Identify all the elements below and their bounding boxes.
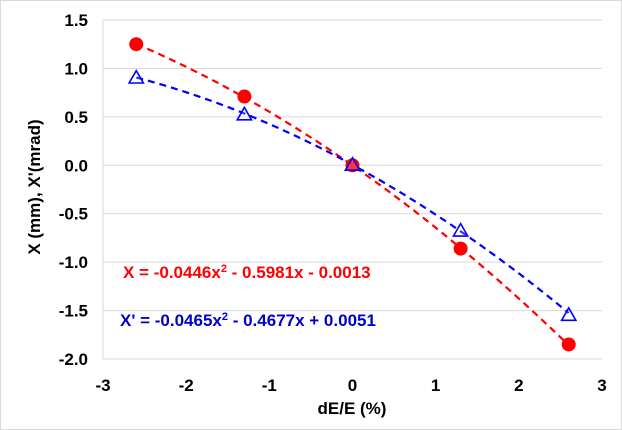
y-tick-label: -0.5 bbox=[59, 205, 88, 224]
x-tick-label: -1 bbox=[262, 376, 277, 395]
x-tick-label: 0 bbox=[348, 376, 357, 395]
x-tick-label: -3 bbox=[95, 376, 110, 395]
y-tick-label: 1.0 bbox=[64, 59, 88, 78]
x-axis-title: dE/E (%) bbox=[318, 399, 387, 418]
marker-triangle-series-1 bbox=[343, 156, 362, 171]
equation-x: X = -0.0446x2 - 0.5981x - 0.0013 bbox=[123, 263, 371, 282]
equation-x-prime: X' = -0.0465x2 - 0.4677x + 0.0051 bbox=[120, 311, 376, 330]
y-axis-title: X (mm), X'(mrad) bbox=[25, 119, 44, 254]
gridlines bbox=[102, 19, 602, 360]
x-tick-label: 2 bbox=[514, 376, 523, 395]
x-tick-label: 1 bbox=[431, 376, 440, 395]
marker-circle-series-0 bbox=[237, 89, 252, 104]
y-tick-label: -1.0 bbox=[59, 253, 88, 272]
marker-circle-series-0 bbox=[129, 37, 144, 52]
data-markers bbox=[127, 37, 578, 352]
marker-triangle-series-1 bbox=[235, 105, 253, 121]
y-tick-label: 1.5 bbox=[64, 11, 88, 30]
y-tick-label: -2.0 bbox=[59, 350, 88, 369]
marker-triangle-series-1 bbox=[452, 222, 470, 237]
marker-triangle-series-1 bbox=[560, 306, 578, 322]
marker-circle-series-0 bbox=[453, 241, 468, 256]
y-tick-labels: 1.5 1.0 0.5 0.0 -0.5 -1.0 -1.5 -2.0 bbox=[59, 11, 88, 369]
y-tick-label: 0.5 bbox=[64, 108, 88, 127]
x-tick-label: -2 bbox=[179, 376, 194, 395]
x-tick-label: 3 bbox=[597, 376, 606, 395]
marker-circle-series-0 bbox=[561, 337, 576, 352]
y-tick-label: 0.0 bbox=[64, 156, 88, 175]
marker-circle-series-0 bbox=[345, 158, 360, 173]
marker-triangle-series-1 bbox=[127, 69, 145, 84]
y-tick-label: -1.5 bbox=[59, 302, 88, 321]
x-tick-labels: -3 -2 -1 0 1 2 3 bbox=[95, 376, 606, 395]
